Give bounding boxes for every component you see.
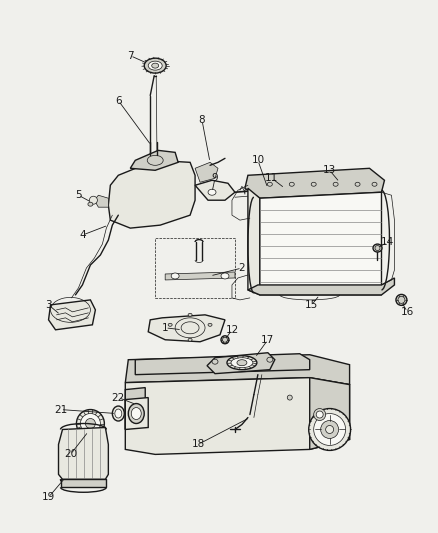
Ellipse shape xyxy=(333,182,338,186)
Ellipse shape xyxy=(316,411,323,418)
Ellipse shape xyxy=(212,359,218,364)
Polygon shape xyxy=(248,188,260,295)
Ellipse shape xyxy=(221,336,229,344)
Polygon shape xyxy=(130,150,178,171)
Polygon shape xyxy=(245,168,385,198)
Polygon shape xyxy=(125,398,148,430)
Polygon shape xyxy=(310,378,350,449)
Ellipse shape xyxy=(321,421,339,439)
Ellipse shape xyxy=(309,409,350,450)
Ellipse shape xyxy=(115,409,122,418)
Ellipse shape xyxy=(314,409,326,421)
Text: 11: 11 xyxy=(265,173,279,183)
Ellipse shape xyxy=(355,182,360,186)
Text: 21: 21 xyxy=(54,405,67,415)
Text: 20: 20 xyxy=(64,449,77,459)
Ellipse shape xyxy=(227,356,257,370)
Ellipse shape xyxy=(81,414,100,433)
Polygon shape xyxy=(195,180,235,200)
Ellipse shape xyxy=(267,357,273,362)
Text: 19: 19 xyxy=(42,492,55,502)
Ellipse shape xyxy=(221,273,229,279)
Ellipse shape xyxy=(128,403,144,424)
Ellipse shape xyxy=(267,182,272,186)
Ellipse shape xyxy=(112,406,124,421)
Text: 12: 12 xyxy=(225,325,239,335)
Polygon shape xyxy=(125,378,350,455)
Ellipse shape xyxy=(231,358,253,368)
Polygon shape xyxy=(195,163,218,182)
Polygon shape xyxy=(165,272,235,280)
Polygon shape xyxy=(49,300,95,330)
Ellipse shape xyxy=(89,196,97,204)
Polygon shape xyxy=(207,353,275,374)
Text: 14: 14 xyxy=(381,237,394,247)
Polygon shape xyxy=(108,160,195,228)
Ellipse shape xyxy=(373,244,382,252)
Ellipse shape xyxy=(171,273,179,279)
Ellipse shape xyxy=(188,313,192,317)
Text: 3: 3 xyxy=(45,300,52,310)
Polygon shape xyxy=(60,479,106,487)
Ellipse shape xyxy=(188,338,192,341)
Ellipse shape xyxy=(326,425,334,433)
Polygon shape xyxy=(125,355,350,385)
Ellipse shape xyxy=(131,408,141,419)
Polygon shape xyxy=(95,195,108,207)
Ellipse shape xyxy=(314,414,346,446)
Text: 18: 18 xyxy=(191,439,205,449)
Text: 7: 7 xyxy=(127,51,134,61)
Ellipse shape xyxy=(289,182,294,186)
Ellipse shape xyxy=(85,418,95,429)
Ellipse shape xyxy=(287,395,292,400)
Polygon shape xyxy=(260,192,381,295)
Text: 10: 10 xyxy=(251,155,265,165)
Polygon shape xyxy=(125,387,145,430)
Text: 4: 4 xyxy=(79,230,86,240)
Text: 8: 8 xyxy=(199,116,205,125)
Text: 1: 1 xyxy=(162,323,169,333)
Polygon shape xyxy=(248,278,395,295)
Text: 2: 2 xyxy=(239,263,245,273)
Ellipse shape xyxy=(208,324,212,326)
Text: 5: 5 xyxy=(75,190,82,200)
Ellipse shape xyxy=(372,182,377,186)
Text: 15: 15 xyxy=(305,300,318,310)
Text: 13: 13 xyxy=(323,165,336,175)
Ellipse shape xyxy=(147,155,163,165)
Polygon shape xyxy=(135,354,310,375)
Ellipse shape xyxy=(208,189,216,195)
Ellipse shape xyxy=(237,360,247,366)
Ellipse shape xyxy=(152,63,159,68)
Text: 6: 6 xyxy=(115,95,122,106)
Ellipse shape xyxy=(311,182,316,186)
Text: 16: 16 xyxy=(401,307,414,317)
Text: 9: 9 xyxy=(212,173,218,183)
Text: 22: 22 xyxy=(112,393,125,402)
Polygon shape xyxy=(282,183,298,196)
Ellipse shape xyxy=(148,61,162,70)
Text: 17: 17 xyxy=(261,335,275,345)
Polygon shape xyxy=(148,315,225,342)
Ellipse shape xyxy=(144,58,166,73)
Ellipse shape xyxy=(168,324,172,326)
Ellipse shape xyxy=(77,409,104,438)
Ellipse shape xyxy=(88,202,93,206)
Ellipse shape xyxy=(396,294,407,305)
Polygon shape xyxy=(59,427,108,479)
